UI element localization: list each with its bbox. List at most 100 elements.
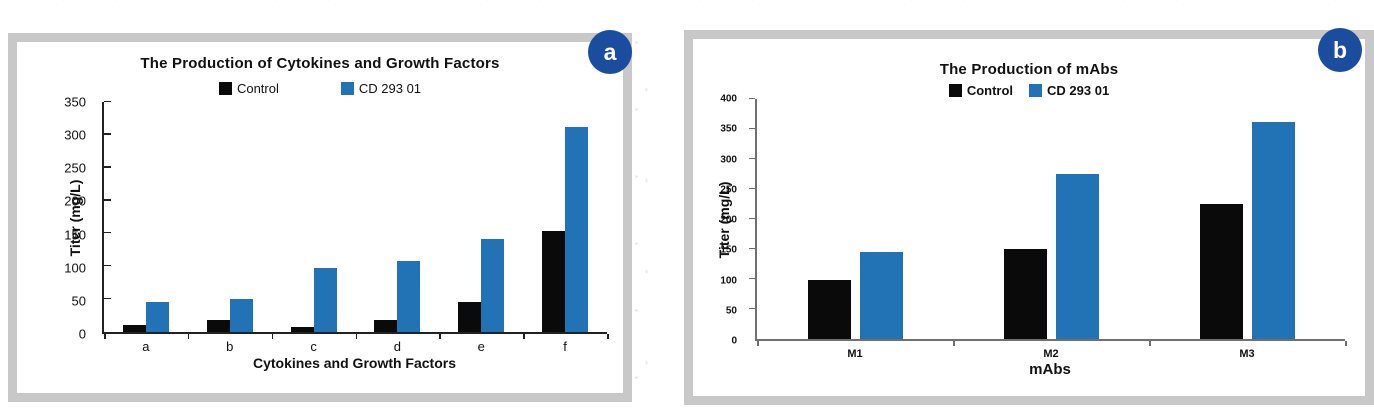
bar-cd-293-01-c <box>313 268 337 332</box>
bar-control-m1 <box>807 280 851 339</box>
legend-item: CD 293 01 <box>1029 83 1109 98</box>
y-tick-mark <box>104 199 111 201</box>
panel-badge-a: a <box>588 30 632 74</box>
x-tick-mark <box>271 334 274 339</box>
bar-control-m2 <box>1003 249 1047 339</box>
bar-cd-293-01-e <box>481 239 505 332</box>
legend-swatch <box>218 82 232 95</box>
y-tick-mark <box>749 157 755 159</box>
y-tick-mark <box>749 277 755 279</box>
category-group: M1 <box>757 99 953 360</box>
x-tick-mark <box>104 334 106 339</box>
bar-control-e <box>458 302 482 332</box>
x-tick-mark <box>187 334 190 339</box>
category-group: d <box>355 102 439 354</box>
y-tick-mark <box>104 133 111 135</box>
category-group: e <box>439 102 523 354</box>
bar-cd-293-01-m1 <box>859 252 903 339</box>
legend-swatch <box>340 82 354 95</box>
legend-swatch <box>1029 84 1043 97</box>
x-tick-mark <box>607 334 609 339</box>
legend-label: CD 293 01 <box>1047 83 1110 98</box>
bar-pair <box>458 102 505 332</box>
x-category-label: e <box>477 339 485 354</box>
y-tick-label: 50 <box>725 305 737 317</box>
legend-label: CD 293 01 <box>358 81 422 96</box>
x-category-label: d <box>393 339 402 354</box>
legend-item: CD 293 01 <box>340 81 422 96</box>
bar-cd-293-01-m2 <box>1055 174 1099 339</box>
x-axis-label: Cytokines and Growth Factors <box>252 355 457 371</box>
y-tick-label: 100 <box>720 275 737 286</box>
legend-item: Control <box>948 83 1014 98</box>
category-group: c <box>272 102 356 354</box>
y-tick-label: 350 <box>64 94 86 110</box>
plot-area: a b c d e f <box>102 100 609 354</box>
bar-control-c <box>290 327 314 332</box>
bar-cd-293-01-m3 <box>1251 121 1295 339</box>
bar-cd-293-01-d <box>397 261 421 332</box>
category-group: a <box>104 102 188 354</box>
figure-panel-b: The Production of mAbs Control CD 293 01 … <box>684 28 1374 405</box>
y-tick-mark <box>104 166 111 168</box>
bar-groups: a b c d e f <box>104 102 607 354</box>
legend-swatch <box>948 84 962 97</box>
category-group: M2 <box>953 99 1149 360</box>
legend-item: Control <box>218 81 279 96</box>
y-tick-mark <box>104 264 111 267</box>
y-tick-label: 0 <box>78 326 86 342</box>
y-tick-label: 250 <box>64 160 86 176</box>
y-tick-mark <box>749 127 755 129</box>
y-tick-label: 350 <box>720 123 737 135</box>
bar-control-f <box>542 231 566 332</box>
y-tick-mark <box>104 231 111 234</box>
bar-pair <box>206 102 253 332</box>
legend: Control CD 293 01 <box>17 81 623 96</box>
category-group: M3 <box>1149 99 1345 360</box>
bar-pair <box>290 102 337 332</box>
x-category-label: M3 <box>1239 348 1255 360</box>
plot-area: M1 M2 M3 <box>749 97 1347 360</box>
bar-control-d <box>374 320 398 332</box>
x-tick-mark <box>1149 341 1151 346</box>
x-category-label: M1 <box>847 348 863 360</box>
x-category-label: a <box>142 339 150 354</box>
y-tick-label: 250 <box>720 184 737 196</box>
y-tick-mark <box>749 307 755 309</box>
y-tick-label: 150 <box>720 244 737 256</box>
x-category-label: b <box>226 339 234 354</box>
bar-pair <box>542 102 589 332</box>
x-category-label: f <box>563 339 567 354</box>
bar-pair <box>374 102 421 332</box>
bar-pair <box>1003 99 1099 339</box>
bar-groups: M1 M2 M3 <box>757 99 1345 360</box>
y-tick-mark <box>104 297 111 300</box>
x-tick-mark <box>523 334 525 339</box>
y-tick-label: 0 <box>731 335 737 347</box>
y-tick-label: 100 <box>64 260 86 276</box>
legend-label: Control <box>966 83 1014 98</box>
x-axis-label: mAbs <box>1029 361 1071 378</box>
y-tick-label: 300 <box>720 154 737 165</box>
y-tick-mark <box>749 247 755 249</box>
x-tick-mark <box>953 341 955 346</box>
y-tick-mark <box>749 217 755 219</box>
legend-label: Control <box>236 81 279 96</box>
y-tick-label: 400 <box>720 93 737 105</box>
bar-cd-293-01-f <box>565 126 589 332</box>
bar-pair <box>122 102 169 332</box>
figure-panel-a: The Production of Cytokines and Growth F… <box>8 30 632 402</box>
y-axis-tick-labels: 0 50 100 150 200 250 300 350 <box>17 95 94 342</box>
x-tick-mark <box>355 334 357 339</box>
y-tick-label: 50 <box>71 293 86 309</box>
bar-pair <box>1199 99 1295 339</box>
y-tick-label: 200 <box>720 214 737 226</box>
chart-title: The Production of mAbs <box>939 61 1119 78</box>
y-tick-mark <box>104 100 111 102</box>
bar-control-m3 <box>1199 204 1243 339</box>
x-category-label: M2 <box>1043 348 1059 360</box>
x-tick-mark <box>757 341 759 346</box>
bar-cd-293-01-a <box>145 301 169 332</box>
legend: Control CD 293 01 <box>693 83 1365 98</box>
bar-control-b <box>206 319 230 332</box>
